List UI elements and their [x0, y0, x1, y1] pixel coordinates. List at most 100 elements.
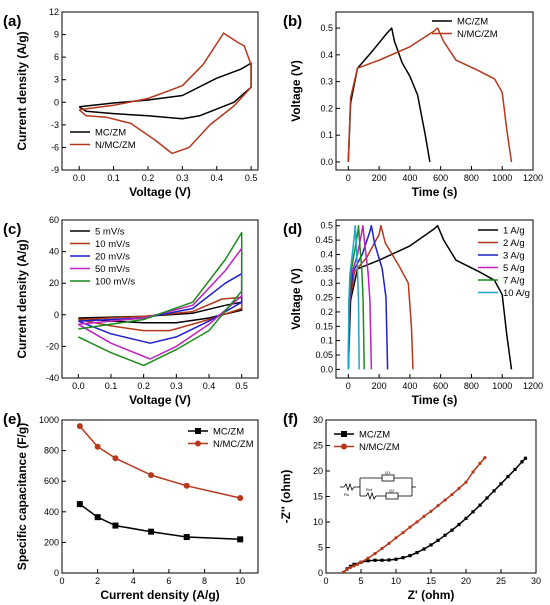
legend-marker: [341, 443, 347, 450]
y-tick-label: 30: [313, 415, 323, 425]
y-axis-label: Specific capacitance (F/g): [15, 423, 29, 570]
y-tick-label: 20: [49, 278, 59, 288]
x-tick-label: 0.2: [137, 381, 150, 391]
equivalent-circuit-inset: Rs Rct Q1 Q2: [340, 470, 416, 501]
x-axis-label: Voltage (V): [129, 185, 191, 199]
x-tick-label: 5: [358, 576, 363, 586]
data-point: [380, 558, 384, 562]
data-point: [76, 501, 83, 508]
x-tick-label: 1200: [523, 381, 543, 391]
legend-label: MC/ZM: [457, 17, 488, 28]
data-point: [499, 482, 503, 486]
x-tick-label: 200: [372, 173, 387, 183]
x-tick-label: 0.5: [245, 173, 258, 183]
data-point: [237, 495, 244, 502]
y-tick-label: 3: [54, 75, 59, 85]
legend-label: N/MC/ZM: [213, 439, 254, 450]
data-point: [380, 546, 384, 551]
data-point: [148, 528, 155, 535]
y-axis-label: Current density (A/g): [15, 31, 29, 150]
plot-frame: [61, 11, 259, 171]
y-tick-label: 0.0: [320, 157, 333, 167]
legend-marker: [195, 428, 201, 434]
inset-label: Rct: [366, 487, 373, 492]
data-point: [237, 536, 244, 543]
x-tick-label: 30: [531, 576, 541, 586]
data-point: [415, 551, 419, 555]
data-point: [345, 567, 349, 572]
y-tick-label: 0.1: [320, 336, 333, 346]
series-line: [347, 224, 414, 370]
y-tick-label: 400: [44, 507, 59, 517]
x-tick-label: 6: [166, 576, 171, 586]
data-point: [513, 467, 517, 472]
data-point: [94, 514, 101, 521]
x-tick-label: 0.1: [107, 173, 120, 183]
legend-label: 50 mV/s: [95, 264, 130, 275]
data-point: [408, 554, 412, 558]
data-point: [506, 475, 510, 479]
x-tick-label: 0.4: [203, 381, 216, 391]
y-axis-label: Voltage (V): [289, 60, 303, 122]
data-point: [408, 525, 412, 529]
series-line: [78, 296, 243, 332]
data-point: [183, 534, 190, 541]
data-point: [422, 514, 426, 518]
series-line: [342, 457, 527, 573]
x-tick-label: 400: [402, 173, 417, 183]
data-point: [94, 443, 101, 450]
legend-label: 3 A/g: [503, 251, 525, 262]
x-tick-label: 0: [346, 381, 351, 391]
panel-4: 0 2 4 6 8 10 0 200 400 600 800 1000 Current density …: [3, 411, 259, 602]
x-axis-label: Voltage (V): [129, 393, 191, 407]
y-tick-label: -3: [51, 120, 59, 130]
x-tick-label: 0.3: [170, 381, 183, 391]
legend-label: MC/ZM: [95, 128, 126, 139]
x-tick-label: 1000: [492, 381, 512, 391]
y-tick-label: 15: [313, 492, 323, 502]
legend-label: 10 mV/s: [95, 239, 130, 250]
data-point: [394, 536, 398, 540]
inset-label: Q1: [385, 470, 391, 475]
legend-label: 5 A/g: [503, 263, 525, 274]
data-point: [471, 470, 475, 474]
panel-1: 0 200 400 600 800 1000 1200 0.0 0.1 0.2 0.3 0.4 0.5 T…: [283, 11, 543, 199]
data-point: [443, 498, 447, 502]
y-tick-label: 25: [313, 441, 323, 451]
data-point: [359, 560, 363, 564]
data-point: [436, 504, 440, 508]
legend-label: 7 A/g: [503, 276, 525, 287]
x-tick-label: 0.2: [142, 173, 155, 183]
y-tick-label: 0.45: [315, 235, 333, 245]
data-point: [112, 455, 119, 462]
data-point: [471, 510, 475, 514]
panel-5: 0 5 10 15 20 25 30 0 5 10 15 20 25 30 Z' (ohm) -Z'' (oh…: [279, 411, 541, 602]
series-line: [78, 301, 243, 324]
x-tick-label: 1200: [523, 173, 543, 183]
data-point: [478, 503, 482, 507]
panel-label: (f): [283, 411, 298, 428]
y-tick-label: 0: [54, 97, 59, 107]
legend-label: MC/ZM: [213, 427, 244, 438]
panel-3: 0 200 400 600 800 1000 1200 0.0 0.05 0.1 0.15 0.2 0.…: [283, 219, 543, 407]
y-tick-label: 6: [54, 52, 59, 62]
x-tick-label: 0.1: [105, 381, 118, 391]
data-point: [457, 486, 461, 490]
y-tick-label: 0.1: [320, 130, 333, 140]
y-tick-label: 0.2: [320, 307, 333, 317]
y-tick-label: -9: [51, 165, 59, 175]
y-tick-label: 10: [313, 517, 323, 527]
y-axis-label: -Z'' (ohm): [279, 470, 293, 524]
panel-label: (d): [283, 221, 302, 238]
legend-label: 100 mV/s: [95, 277, 135, 288]
y-tick-label: 0.25: [315, 293, 333, 303]
data-point: [483, 456, 487, 460]
data-point: [373, 558, 377, 562]
data-point: [387, 558, 391, 562]
series-line: [347, 27, 431, 163]
x-axis-label: Z' (ohm): [408, 588, 455, 602]
data-point: [373, 552, 377, 556]
data-point: [366, 559, 370, 563]
data-point: [450, 528, 454, 532]
